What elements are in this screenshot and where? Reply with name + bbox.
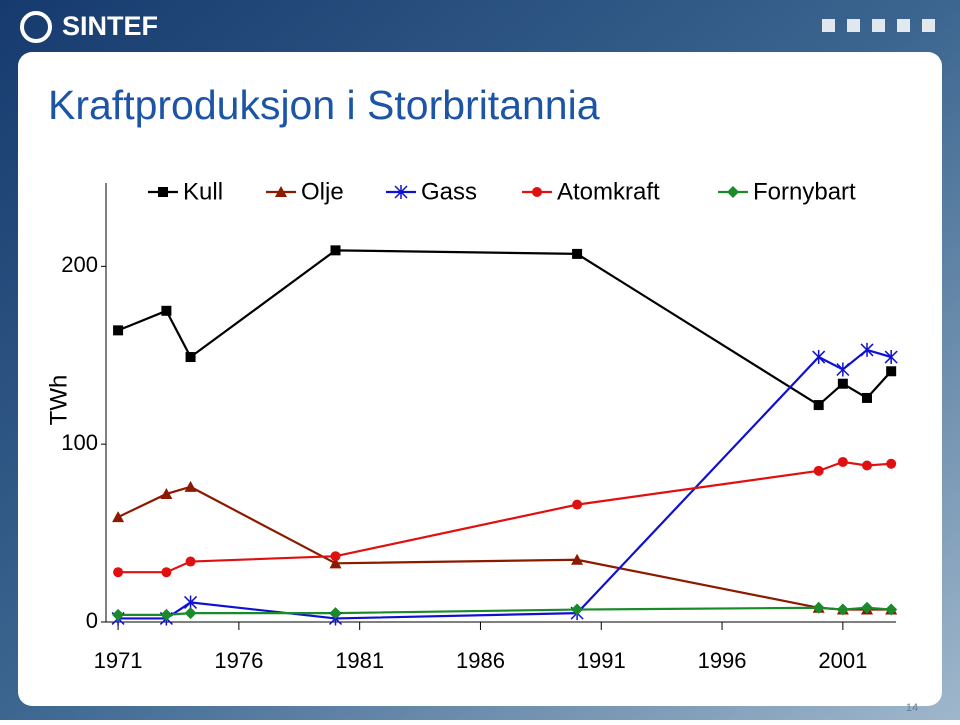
logo-icon (20, 11, 52, 43)
marker (329, 607, 342, 620)
marker (837, 378, 848, 389)
legend-label: Gass (421, 178, 477, 205)
marker (532, 187, 542, 197)
x-tick-label: 1971 (94, 648, 143, 673)
page-number: 14 (906, 702, 918, 714)
marker (884, 350, 898, 365)
marker (837, 456, 848, 467)
marker (184, 607, 197, 620)
marker (836, 603, 849, 616)
logo-text: SINTEF (62, 11, 158, 41)
y-axis-label: TWh (45, 375, 72, 426)
marker (572, 499, 583, 510)
legend-label: Kull (183, 178, 223, 205)
marker (185, 352, 196, 363)
marker (184, 595, 198, 610)
marker (112, 511, 125, 523)
marker (160, 487, 173, 499)
x-tick-label: 1981 (335, 648, 384, 673)
marker (836, 362, 850, 377)
marker (727, 186, 739, 198)
marker (860, 342, 874, 357)
marker (394, 185, 408, 199)
marker (813, 400, 824, 411)
y-tick-label: 100 (61, 430, 98, 455)
marker (161, 567, 172, 578)
marker (113, 325, 124, 336)
marker (886, 366, 897, 377)
marker (275, 186, 287, 197)
corner-squares (822, 19, 935, 32)
marker (886, 458, 897, 469)
marker (571, 553, 584, 565)
chart-title: Kraftproduksjon i Storbritannia (48, 82, 600, 128)
marker (862, 392, 873, 403)
marker (813, 465, 824, 476)
marker (184, 480, 197, 492)
content-panel (18, 52, 942, 706)
marker (571, 603, 584, 616)
x-tick-label: 1986 (456, 648, 505, 673)
marker (862, 460, 873, 471)
marker (329, 557, 342, 569)
marker (330, 551, 341, 562)
x-tick-label: 1976 (214, 648, 263, 673)
legend-label: Olje (301, 178, 344, 205)
legend-label: Atomkraft (557, 178, 660, 205)
marker (812, 350, 826, 365)
marker (158, 187, 168, 197)
x-tick-label: 1996 (698, 648, 747, 673)
y-tick-label: 200 (61, 252, 98, 277)
marker (861, 601, 874, 614)
x-tick-label: 1991 (577, 648, 626, 673)
marker (885, 603, 898, 616)
legend-label: Fornybart (753, 178, 856, 205)
x-tick-label: 2001 (818, 648, 867, 673)
marker (330, 245, 341, 256)
marker (113, 567, 124, 578)
marker (160, 608, 173, 621)
y-tick-label: 0 (86, 608, 98, 633)
marker (572, 248, 583, 259)
marker (185, 556, 196, 567)
marker (812, 601, 825, 614)
marker (161, 305, 172, 316)
marker (112, 608, 125, 621)
